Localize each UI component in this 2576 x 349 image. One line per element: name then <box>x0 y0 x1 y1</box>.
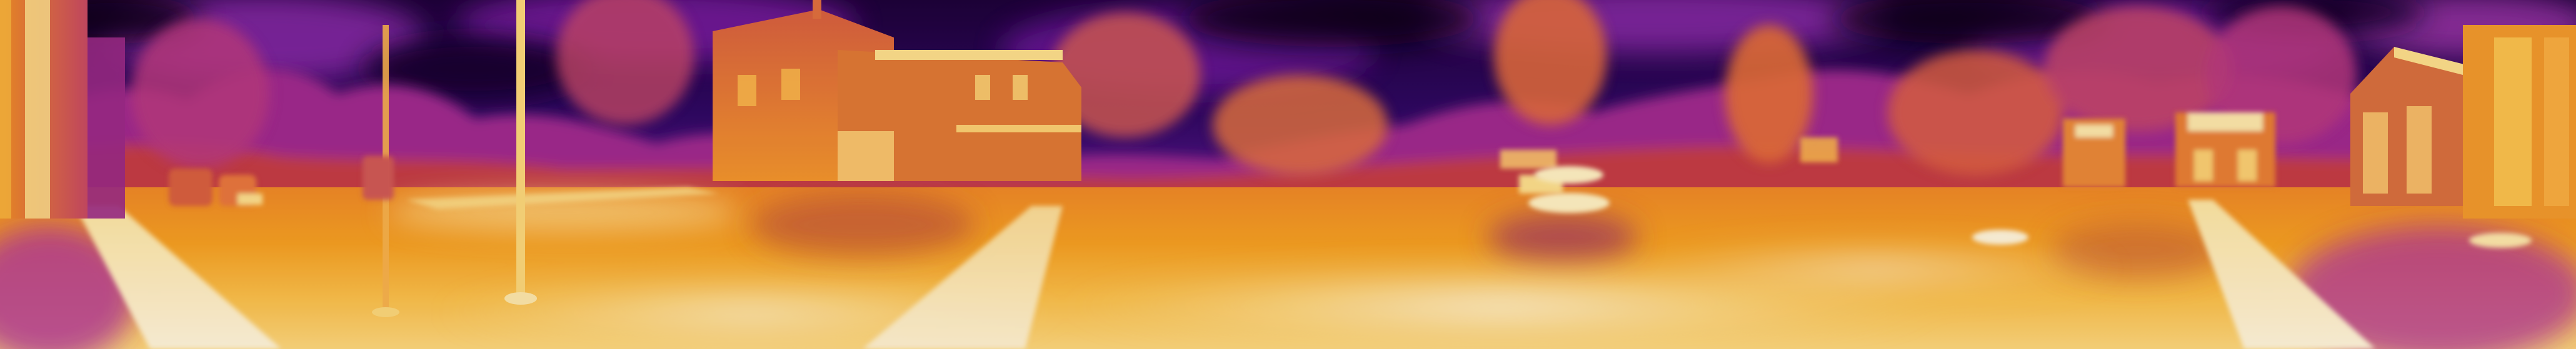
lamp-post <box>516 0 525 293</box>
right-path <box>2188 200 2375 349</box>
far-path <box>406 187 719 209</box>
tree <box>2044 6 2232 131</box>
tree <box>2207 6 2357 144</box>
center-left-path <box>863 206 1063 349</box>
right-house <box>2350 25 2576 219</box>
tree <box>1725 25 1813 162</box>
lawn-hotspots <box>388 194 2125 349</box>
tree <box>1213 75 1388 175</box>
paths <box>75 187 2375 349</box>
tree <box>1050 12 1200 137</box>
left-path <box>75 206 281 349</box>
lawn-objects <box>1528 166 2532 248</box>
distant-houses <box>1500 112 2275 194</box>
tree <box>1494 0 1606 125</box>
parked-cars <box>169 156 394 206</box>
tree <box>556 0 694 125</box>
tree <box>1888 50 2063 175</box>
tree <box>131 19 269 169</box>
left-building <box>0 0 125 219</box>
trees <box>131 0 2357 175</box>
central-house <box>713 0 1081 181</box>
